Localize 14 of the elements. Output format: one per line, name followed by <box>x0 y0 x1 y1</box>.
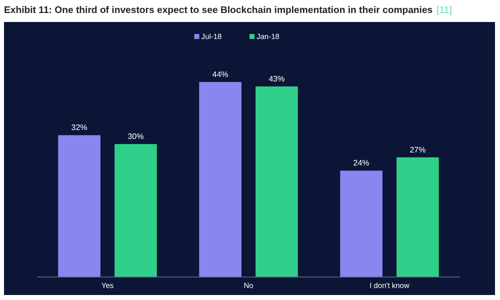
data-label: 24% <box>353 158 370 168</box>
data-label: 27% <box>410 145 426 154</box>
bar <box>396 157 439 277</box>
chart-title: Exhibit 11: One third of investors expect to see Blockchain implementation in their companies <box>4 5 433 16</box>
data-label: 30% <box>128 132 144 142</box>
bar <box>58 135 100 277</box>
bar <box>199 82 242 277</box>
data-label: 43% <box>268 74 285 84</box>
chart-subtitle: [11] <box>436 5 452 16</box>
data-label: 32% <box>71 123 88 132</box>
bar <box>114 144 157 277</box>
data-label: 44% <box>212 70 228 79</box>
bar <box>256 86 298 277</box>
bar <box>340 170 382 277</box>
